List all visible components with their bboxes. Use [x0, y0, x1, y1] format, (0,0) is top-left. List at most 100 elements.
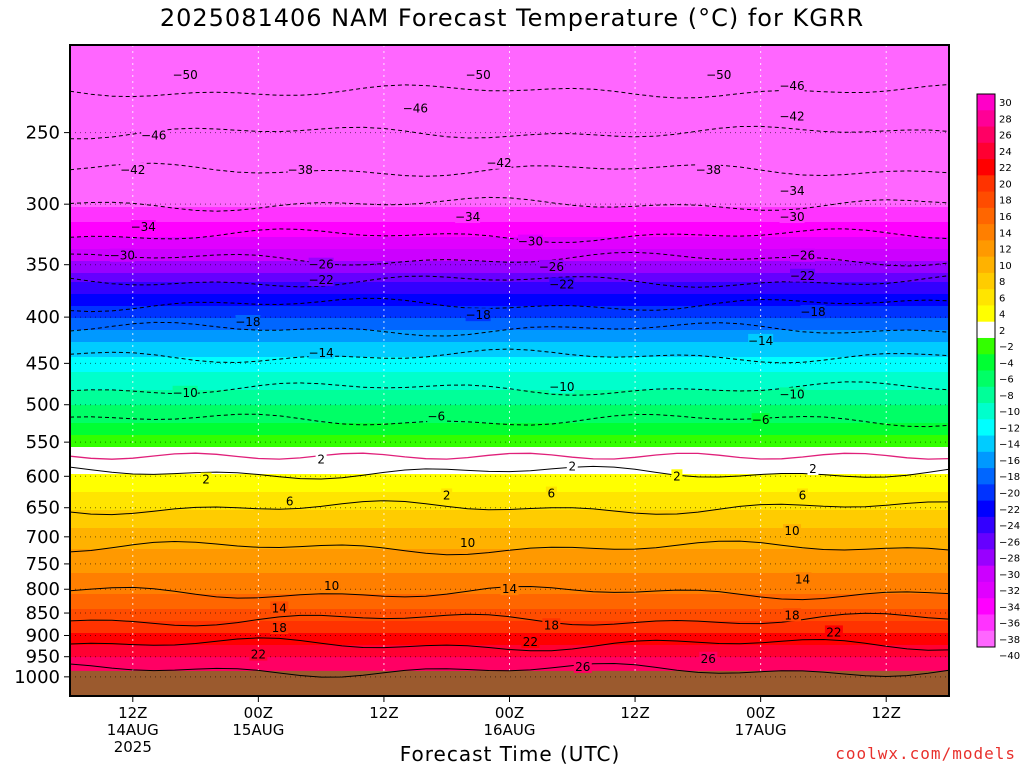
colorbar-tick-label: −32	[999, 586, 1020, 597]
temperature-band	[70, 558, 949, 562]
colorbar-swatch	[977, 500, 995, 518]
temperature-band	[70, 348, 949, 352]
x-tick-label: 12Z	[369, 704, 398, 722]
contour-label-bg	[322, 578, 341, 592]
colorbar-tick-label: −30	[999, 570, 1020, 581]
temperature-band	[70, 66, 949, 70]
temperature-band	[70, 618, 949, 622]
colorbar-tick-label: −36	[999, 619, 1020, 630]
temperature-band	[70, 432, 949, 436]
contour-label: −22	[790, 269, 815, 283]
temperature-band	[70, 498, 949, 502]
colorbar-swatch	[977, 110, 995, 127]
colorbar-swatch	[977, 451, 995, 469]
temperature-band	[70, 564, 949, 568]
temperature-band	[70, 552, 949, 556]
contour-label: −34	[131, 220, 156, 234]
temperature-band	[70, 78, 949, 82]
contour-line	[70, 612, 949, 627]
temperature-band	[70, 144, 949, 148]
y-axis: 2503003504004505005506006507007508008509…	[14, 123, 70, 688]
chart-title: 2025081406 NAM Forecast Temperature (°C)…	[159, 4, 865, 32]
colorbar-tick-label: −34	[999, 602, 1020, 613]
contour-label-bg	[824, 625, 843, 639]
contour-label-bg	[807, 462, 819, 476]
colorbar-tick-label: −22	[999, 505, 1020, 516]
contour-label: −38	[288, 163, 313, 177]
colorbar-swatch	[977, 240, 995, 258]
temperature-band	[70, 108, 949, 112]
temperature-band	[70, 420, 949, 424]
x-tick-label: 17AUG	[735, 721, 787, 739]
temperature-band	[70, 306, 949, 310]
colorbar-tick-label: 16	[999, 212, 1012, 223]
colorbar-tick-label: −4	[999, 358, 1014, 369]
contour-label: 14	[795, 572, 810, 586]
contour-label: 2	[568, 459, 576, 473]
colorbar-swatch	[977, 256, 995, 274]
colorbar-tick-label: −28	[999, 554, 1020, 565]
contour-label: 22	[523, 635, 538, 649]
colorbar-tick-label: 2	[999, 326, 1005, 337]
contour-label-bg	[793, 572, 812, 586]
colorbar-tick-label: −8	[999, 391, 1014, 402]
temperature-band	[70, 642, 949, 646]
temperature-band	[70, 570, 949, 574]
contour-label-bg	[517, 234, 543, 248]
contour-label-bg	[235, 314, 261, 328]
temperature-band	[70, 450, 949, 454]
temperature-band	[70, 282, 949, 286]
contour-label-bg	[308, 273, 334, 287]
contour-label: −42	[486, 156, 511, 170]
y-tick-label: 1000	[14, 667, 60, 688]
x-tick-label: 15AUG	[232, 721, 284, 739]
y-tick-label: 900	[26, 625, 60, 646]
contour-label: −14	[308, 346, 333, 360]
contour-label: −22	[549, 277, 574, 291]
contour-label: −14	[748, 334, 773, 348]
temperature-band	[70, 312, 949, 316]
colorbar-swatch	[977, 159, 995, 176]
contour-label-bg	[545, 486, 557, 500]
colorbar-swatch	[977, 289, 995, 306]
temperature-band	[70, 186, 949, 190]
temperature-band	[70, 102, 949, 106]
contour-label-bg	[130, 220, 156, 234]
colorbar-tick-label: 6	[999, 293, 1005, 304]
contour-label-bg	[141, 128, 167, 142]
colorbar-tick-label: −20	[999, 488, 1020, 499]
temperature-band	[70, 516, 949, 520]
contour-label-bg	[538, 259, 564, 273]
y-tick-label: 350	[26, 255, 60, 276]
colorbar-swatch	[977, 598, 995, 615]
temperature-band	[70, 342, 949, 346]
temperature-band	[70, 666, 949, 670]
contour-label-bg	[120, 163, 146, 177]
colorbar-tick-label: 10	[999, 261, 1012, 272]
colorbar-swatch	[977, 354, 995, 371]
contour-label: −22	[308, 273, 333, 287]
temperature-band	[70, 366, 949, 370]
contour-line	[70, 125, 949, 140]
contour-line	[70, 465, 949, 480]
contour-label: 2	[809, 462, 817, 476]
temperature-band	[70, 174, 949, 178]
contour-label: 6	[548, 487, 556, 501]
colorbar-swatch	[977, 94, 995, 111]
colorbar-swatch	[977, 305, 995, 323]
contour-label-bg	[783, 608, 802, 622]
contour-label-bg	[695, 163, 721, 177]
y-tick-label: 950	[26, 647, 60, 668]
temperature-band	[70, 120, 949, 124]
colorbar-tick-label: −2	[999, 342, 1014, 353]
contour-label: −10	[172, 386, 197, 400]
colorbar-tick-label: 20	[999, 179, 1012, 190]
contour-label: −30	[518, 235, 543, 249]
contour-label-bg	[284, 494, 296, 508]
temperature-band	[70, 132, 949, 136]
credit-text: coolwx.com/models	[835, 744, 1016, 763]
contour-label-bg	[779, 183, 805, 197]
temperature-band	[70, 168, 949, 172]
contour-label: −50	[706, 68, 731, 82]
contour-label-bg	[172, 385, 198, 399]
